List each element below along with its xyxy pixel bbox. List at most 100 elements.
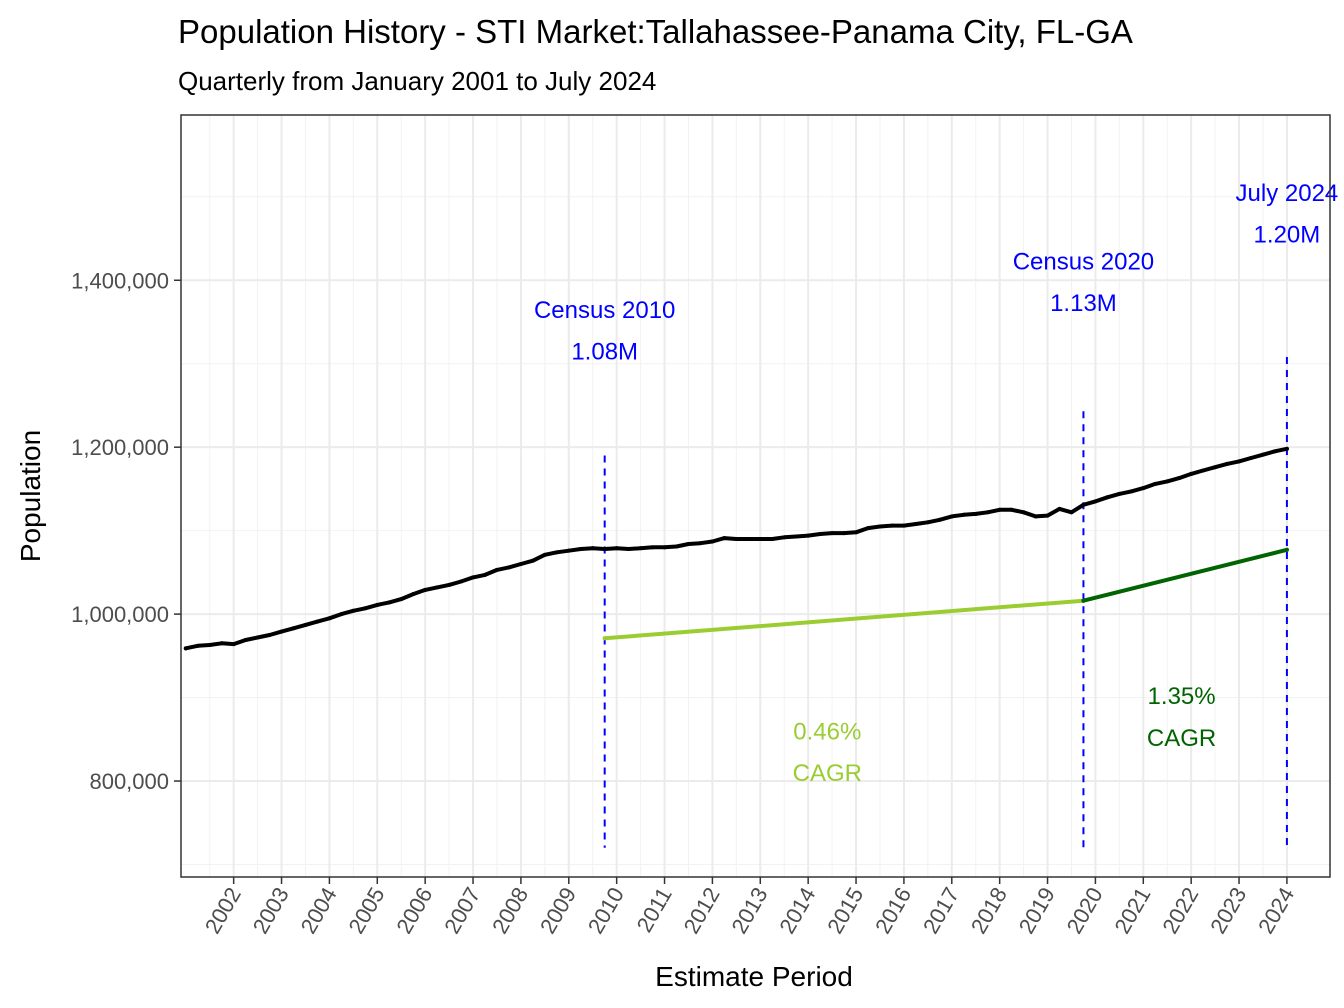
population-point xyxy=(231,642,236,647)
annotation-value: CAGR xyxy=(793,760,862,787)
population-point xyxy=(1165,479,1170,484)
x-tick-label: 2013 xyxy=(726,883,772,938)
population-point xyxy=(375,602,380,607)
population-point xyxy=(866,526,871,531)
population-point xyxy=(1117,491,1122,496)
population-point xyxy=(530,558,535,563)
population-point xyxy=(614,546,619,551)
population-point xyxy=(183,646,188,651)
population-point xyxy=(1284,446,1289,451)
population-point xyxy=(925,520,930,525)
population-point xyxy=(1249,456,1254,461)
annotations: Census 2010 1.08M Census 2020 1.13M July 202… xyxy=(534,180,1338,787)
population-point xyxy=(1225,461,1230,466)
population-point xyxy=(889,523,894,528)
population-point xyxy=(387,600,392,605)
population-point xyxy=(351,608,356,613)
population-point xyxy=(291,626,296,631)
population-point xyxy=(973,511,978,516)
population-point xyxy=(554,550,559,555)
cagr-point xyxy=(1081,598,1086,603)
population-point xyxy=(854,530,859,535)
population-point xyxy=(483,572,488,577)
x-tick-label: 2016 xyxy=(870,883,916,938)
y-tick-label: 800,000 xyxy=(89,769,169,794)
population-point xyxy=(638,546,643,551)
population-point xyxy=(494,567,499,572)
population-point xyxy=(255,635,260,640)
population-point xyxy=(1081,502,1086,507)
population-point xyxy=(650,545,655,550)
x-tick-label: 2011 xyxy=(632,883,677,936)
population-point xyxy=(1260,452,1265,457)
population-point xyxy=(937,517,942,522)
population-point xyxy=(901,523,906,528)
x-tick-label: 2006 xyxy=(391,883,437,938)
vertical-reference-lines xyxy=(603,357,1288,848)
population-point xyxy=(423,587,428,592)
population-point xyxy=(578,546,583,551)
population-point xyxy=(590,546,595,551)
annotation-value: CAGR xyxy=(1147,725,1216,752)
population-point xyxy=(1201,468,1206,473)
population-point xyxy=(315,619,320,624)
annotation-label: 0.46% xyxy=(793,718,861,745)
plot-background xyxy=(181,115,1330,877)
population-point xyxy=(782,535,787,540)
population-point xyxy=(339,612,344,617)
x-tick-label: 2014 xyxy=(774,883,820,938)
population-point xyxy=(471,575,476,580)
population-point xyxy=(842,531,847,536)
x-tick-label: 2023 xyxy=(1205,883,1251,938)
population-point xyxy=(219,641,224,646)
x-tick-label: 2015 xyxy=(822,883,868,938)
population-point xyxy=(327,616,332,621)
population-point xyxy=(1129,489,1134,494)
population-point xyxy=(459,579,464,584)
plot-border xyxy=(180,114,1331,878)
population-point xyxy=(411,592,416,597)
plot-panel: Census 2010 1.08M Census 2020 1.13M July 202… xyxy=(180,114,1338,878)
x-tick-label: 2005 xyxy=(343,883,389,938)
y-tick-label: 1,000,000 xyxy=(71,602,169,627)
population-point xyxy=(207,642,212,647)
population-point xyxy=(506,565,511,570)
population-point xyxy=(267,632,272,637)
population-point xyxy=(435,585,440,590)
population-point xyxy=(303,622,308,627)
cagr-trend-line xyxy=(602,598,1086,641)
population-point xyxy=(818,531,823,536)
population-point xyxy=(1237,459,1242,464)
annotation-label: 1.35% xyxy=(1148,683,1216,710)
population-point xyxy=(626,546,631,551)
population-point xyxy=(399,597,404,602)
x-tick-label: 2012 xyxy=(679,883,725,938)
population-point xyxy=(770,536,775,541)
population-point xyxy=(1189,471,1194,476)
population-point xyxy=(710,539,715,544)
population-point xyxy=(674,544,679,549)
x-tick-label: 2022 xyxy=(1157,883,1203,938)
population-point xyxy=(363,606,368,611)
population-point xyxy=(997,507,1002,512)
cagr-point xyxy=(1284,547,1289,552)
population-point xyxy=(1141,486,1146,491)
population-point xyxy=(961,512,966,517)
x-tick-label: 2019 xyxy=(1014,883,1060,938)
x-tick-label: 2002 xyxy=(200,883,246,938)
population-point xyxy=(566,548,571,553)
population-point xyxy=(746,536,751,541)
population-point xyxy=(243,637,248,642)
annotation-value: 1.20M xyxy=(1254,222,1321,249)
cagr-trend-line xyxy=(1081,547,1289,603)
y-axis-title: Population xyxy=(15,430,46,562)
y-tick-label: 1,200,000 xyxy=(71,435,169,460)
x-tick-label: 2007 xyxy=(439,883,485,938)
population-point xyxy=(806,533,811,538)
major-gridlines xyxy=(181,115,1330,877)
population-point xyxy=(1093,499,1098,504)
x-tick-label: 2003 xyxy=(248,883,294,938)
population-point xyxy=(1105,495,1110,500)
population-point xyxy=(1033,514,1038,519)
